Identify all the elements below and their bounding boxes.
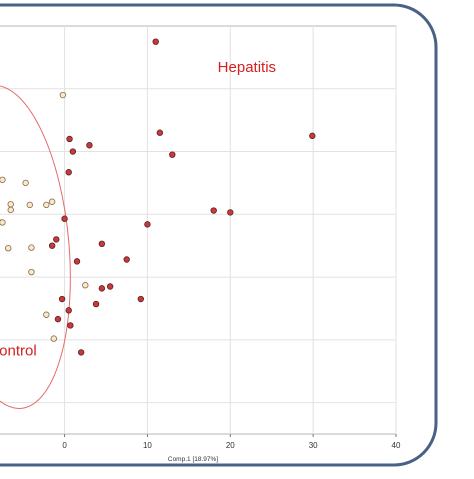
data-point — [66, 135, 73, 143]
data-point — [156, 129, 164, 136]
data-point — [43, 201, 50, 209]
data-point — [69, 148, 77, 155]
confidence-ellipse — [0, 85, 71, 409]
data-point — [98, 285, 106, 292]
data-point — [61, 215, 68, 222]
data-point — [227, 209, 234, 216]
group-label-control: Control — [0, 343, 37, 360]
data-point — [65, 307, 72, 314]
data-point — [123, 256, 130, 263]
data-point — [106, 283, 114, 290]
x-tick-label: 30 — [309, 441, 318, 450]
data-point — [86, 142, 93, 149]
data-point — [210, 207, 217, 214]
x-tick-label: 0 — [62, 441, 67, 450]
data-point — [67, 322, 74, 329]
data-point — [0, 219, 6, 226]
data-point — [48, 242, 56, 249]
data-point — [92, 300, 100, 308]
data-point — [54, 315, 62, 323]
data-point — [309, 132, 316, 140]
data-point — [59, 91, 67, 99]
data-point — [144, 221, 151, 228]
data-point — [48, 198, 56, 205]
x-tick-label: 40 — [392, 441, 401, 450]
data-point — [26, 201, 33, 209]
data-point — [43, 311, 50, 318]
data-point — [82, 282, 89, 289]
data-point — [169, 151, 176, 158]
plot-area — [0, 25, 397, 435]
data-point — [77, 349, 85, 356]
data-point — [65, 169, 72, 176]
x-tick-label: 10 — [143, 441, 152, 450]
data-point — [5, 245, 12, 252]
data-point — [7, 201, 14, 208]
data-point — [58, 295, 66, 303]
grid — [0, 26, 397, 434]
data-point — [98, 240, 106, 248]
data-point — [152, 38, 159, 45]
data-point — [0, 176, 6, 183]
slide-frame-border — [0, 3, 438, 467]
data-point — [50, 335, 57, 342]
data-point — [137, 295, 144, 303]
data-point — [22, 179, 29, 187]
data-point — [73, 258, 81, 265]
x-axis-label: Comp.1 [18.97%] — [168, 456, 218, 463]
data-point — [7, 206, 14, 214]
data-point — [28, 268, 35, 276]
x-tick-label: 20 — [226, 441, 235, 450]
group-label-hepatitis: Hepatitis — [218, 59, 276, 76]
data-point — [53, 236, 60, 243]
data-point — [28, 244, 35, 251]
